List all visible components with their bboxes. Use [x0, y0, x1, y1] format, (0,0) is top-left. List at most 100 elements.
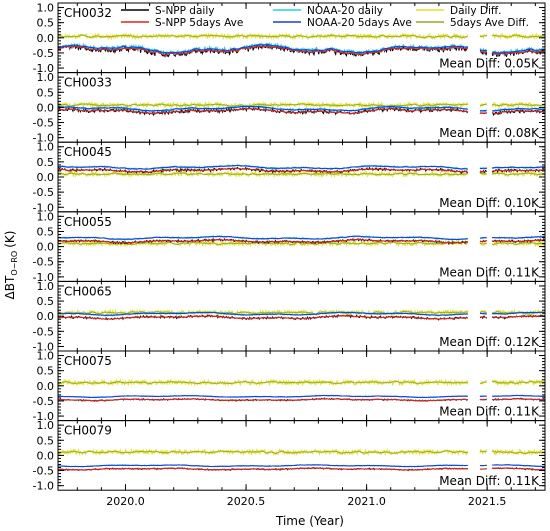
y-tick-label: -1.0	[33, 480, 54, 493]
mean-diff-label: Mean Diff: 0.05K	[439, 57, 540, 71]
panel-ch0075: 1.0 0.5 0.0 -0.5 -1.0 CH0075 Mean Diff: 0.11K	[33, 350, 546, 423]
y-tick-label: 1.0	[37, 71, 55, 84]
y-tick-label: 1.0	[37, 141, 55, 154]
legend-label: 5days Ave Diff.	[450, 17, 529, 29]
panel-series	[58, 378, 545, 402]
mean-diff-label: Mean Diff: 0.10K	[439, 196, 540, 210]
legend-item-snpp-daily: S-NPP daily	[121, 5, 214, 17]
noaa20-5day-line	[58, 235, 545, 240]
noaa20-5day-line	[58, 394, 545, 398]
y-tick-label: 0.5	[37, 156, 55, 169]
y-axis-label-main: ΔBT	[3, 275, 17, 299]
legend-label: S-NPP daily	[155, 5, 214, 17]
y-tick-label: 0.0	[37, 449, 55, 462]
y-tick-label: 0.5	[37, 86, 55, 99]
panel-series	[58, 164, 545, 179]
y-tick-label: 0.5	[37, 365, 55, 378]
channel-label: CH0032	[64, 6, 112, 20]
y-tick-label: -1.0	[33, 62, 54, 75]
legend-item-diff-5day: 5days Ave Diff.	[416, 17, 529, 29]
diff-5day-line	[58, 450, 545, 455]
snpp-5day-line	[58, 107, 545, 115]
panel-series	[58, 100, 545, 117]
y-tick-label: 0.0	[37, 101, 55, 114]
y-tick-label: 0.0	[37, 241, 55, 254]
y-tick-label: 0.0	[37, 380, 55, 393]
panel-ch0079: 1.0 0.5 0.0 -0.5 -1.0 CH0079 Mean Diff: 0.11K	[33, 419, 546, 493]
mean-diff-label: Mean Diff: 0.08K	[439, 126, 540, 140]
y-tick-label: -1.0	[33, 132, 54, 145]
snpp-5day-line	[58, 167, 545, 173]
legend-item-diff-daily: Daily Diff.	[416, 5, 501, 17]
legend-label: NOAA-20 daily	[307, 5, 383, 17]
channel-label: CH0065	[64, 284, 112, 298]
x-tick-label: 2020.0	[106, 495, 145, 508]
noaa20-5day-line	[58, 311, 545, 316]
panel-series	[58, 308, 545, 321]
channel-label: CH0045	[64, 145, 112, 159]
diff-5day-line	[58, 241, 545, 246]
y-tick-label: 1.0	[37, 350, 55, 363]
channel-label: CH0075	[64, 354, 112, 368]
x-tick-label: 2020.5	[227, 495, 266, 508]
x-axis-label: Time (Year)	[275, 514, 344, 528]
channel-label: CH0079	[64, 424, 112, 438]
y-tick-label: 0.5	[37, 434, 55, 447]
panel-series	[58, 234, 545, 248]
y-tick-label: 0.0	[37, 171, 55, 184]
y-tick-label: 1.0	[37, 419, 55, 432]
y-tick-label: 1.0	[37, 2, 55, 15]
y-axis-label-unit: (K)	[3, 231, 17, 248]
snpp-5day-line	[58, 467, 545, 471]
y-tick-label: 0.0	[37, 32, 55, 45]
panel-series	[58, 447, 545, 472]
diff-5day-line	[58, 34, 545, 39]
legend-item-noaa20-5day: NOAA-20 5days Ave	[273, 17, 412, 29]
panel-ch0033: 1.0 0.5 0.0 -0.5 -1.0 CH0033 Mean Diff: 0.08K	[33, 71, 546, 145]
channel-label: CH0055	[64, 215, 112, 229]
snpp-5day-line	[58, 238, 545, 244]
y-axis-label-subscript: O−RO	[10, 251, 19, 276]
chart-legend: S-NPP daily NOAA-20 daily Daily Diff. S-NPP…	[121, 5, 529, 29]
legend-item-snpp-5day: S-NPP 5days Ave	[121, 17, 243, 29]
y-tick-label: -1.0	[33, 201, 54, 214]
mean-diff-label: Mean Diff: 0.11K	[439, 474, 540, 488]
y-tick-label: -1.0	[33, 340, 54, 353]
channel-label: CH0033	[64, 76, 112, 90]
panel-ch0065: 1.0 0.5 0.0 -0.5 -1.0 CH0065 Mean Diff: 0.12K	[33, 280, 546, 353]
y-tick-label: -1.0	[33, 271, 54, 284]
snpp-5day-line	[58, 315, 545, 320]
y-tick-label: 0.5	[37, 225, 55, 238]
diff-5day-line	[58, 380, 545, 385]
noaa20-5day-line	[58, 44, 545, 54]
mean-diff-label: Mean Diff: 0.11K	[439, 265, 540, 279]
legend-label: Daily Diff.	[450, 5, 501, 17]
y-tick-label: 1.0	[37, 280, 55, 293]
mean-diff-label: Mean Diff: 0.11K	[439, 405, 540, 419]
noaa20-5day-line	[58, 105, 545, 112]
y-tick-label: -1.0	[33, 410, 54, 423]
y-tick-label: -0.5	[33, 186, 54, 199]
snpp-5day-line	[58, 398, 545, 402]
panel-ch0055: 1.0 0.5 0.0 -0.5 -1.0 CH0055 Mean Diff: 0.11K	[33, 210, 546, 284]
legend-label: S-NPP 5days Ave	[155, 17, 243, 29]
y-tick-label: -0.5	[33, 325, 54, 338]
panel-ch0045: 1.0 0.5 0.0 -0.5 -1.0 CH0045 Mean Diff: 0.10K	[33, 141, 546, 214]
x-tick-label: 2021.0	[347, 495, 386, 508]
y-tick-label: 0.5	[37, 295, 55, 308]
y-tick-label: 1.0	[37, 210, 55, 223]
y-tick-label: -0.5	[33, 117, 54, 130]
y-tick-label: -0.5	[33, 47, 54, 60]
y-tick-label: -0.5	[33, 256, 54, 269]
y-tick-label: 0.5	[37, 17, 55, 30]
y-tick-label: -0.5	[33, 465, 54, 478]
x-tick-label: 2021.5	[468, 495, 507, 508]
diff-5day-line	[58, 103, 545, 107]
y-tick-label: 0.0	[37, 310, 55, 323]
panel-ch0032: 1.0 0.5 0.0 -0.5 -1.0 CH0032 Mean Diff: 0.05K	[33, 2, 546, 75]
y-axis-label: ΔBTO−RO (K)	[3, 231, 19, 300]
legend-label: NOAA-20 5days Ave	[307, 17, 412, 29]
legend-item-noaa20-daily: NOAA-20 daily	[273, 5, 383, 17]
diff-5day-line	[58, 172, 545, 176]
